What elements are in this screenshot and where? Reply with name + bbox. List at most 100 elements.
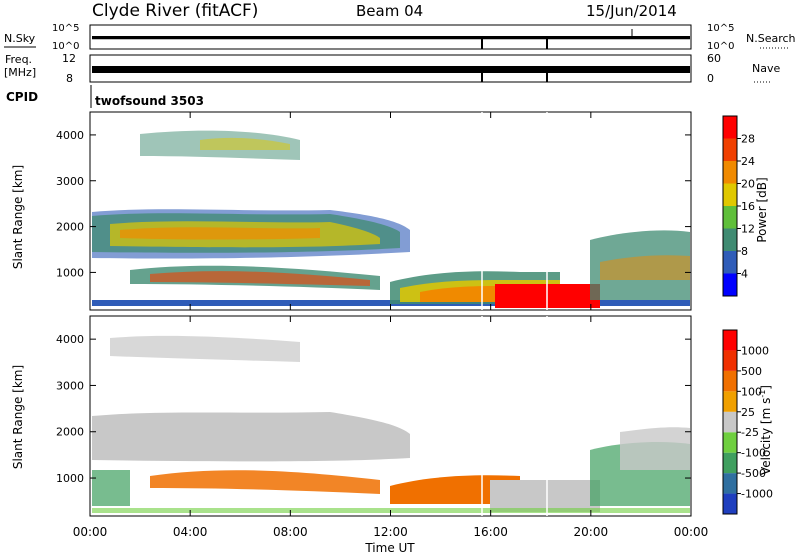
velocity-colorbar-swatch (723, 411, 737, 433)
freq-tick-top: 12 (62, 52, 76, 65)
power-colorbar-swatch (723, 138, 737, 161)
velocity-echo-upper-gray (110, 335, 300, 362)
freq-label-line1: Freq. (5, 53, 32, 66)
x-tick-label: 00:00 (73, 525, 108, 539)
velocity-echo-1000km-orange (150, 470, 380, 494)
power-echo-late-orange (600, 255, 690, 280)
velocity-y-tick-label: 2000 (56, 426, 84, 439)
velocity-colorbar-tick-label: -25 (741, 426, 759, 439)
x-tick-label: 16:00 (473, 525, 508, 539)
nave-tick-bottom: 0 (707, 72, 714, 85)
velocity-colorbar-swatch (723, 350, 737, 371)
velocity-colorbar-swatch (723, 493, 737, 514)
power-colorbar-tick-label: 28 (741, 133, 755, 146)
power-colorbar-swatch (723, 273, 737, 296)
velocity-y-label: Slant Range [km] (11, 365, 25, 469)
power-y-tick-label: 1000 (56, 266, 84, 279)
velocity-colorbar-swatch (723, 452, 737, 474)
power-colorbar-tick-label: 16 (741, 200, 755, 213)
power-x-ticks (89, 112, 692, 310)
power-y-label: Slant Range [km] (11, 165, 25, 269)
velocity-echo-evening-gray (490, 480, 600, 512)
nsearch-label: N.Search (746, 32, 796, 45)
power-colorbar-label: Power [dB] (755, 177, 769, 242)
power-y-tick-label: 4000 (56, 129, 84, 142)
velocity-echo-early-green (92, 470, 130, 506)
x-tick-label: 00:00 (674, 525, 709, 539)
station-title: Clyde River (fitACF) (92, 1, 258, 21)
velocity-y-ticks: 1000 2000 3000 4000 (56, 333, 691, 485)
freq-panel-frame (89, 54, 692, 83)
power-colorbar-tick-label: 8 (741, 245, 748, 258)
cpid-label: CPID (6, 90, 38, 104)
power-colorbar-swatch (723, 161, 737, 184)
x-tick-label: 08:00 (273, 525, 308, 539)
power-colorbar-tick-label: 20 (741, 178, 755, 191)
velocity-colorbar-swatch (723, 473, 737, 494)
velocity-echo-late-gray (620, 427, 690, 470)
velocity-colorbar-label-unit: [m s (759, 398, 773, 424)
velocity-colorbar-tick-label: -1000 (741, 488, 773, 501)
velocity-colorbar-label-exp: -1 (758, 390, 767, 398)
power-y-tick-label: 2000 (56, 221, 84, 234)
velocity-colorbar-tick-label: -100 (741, 447, 766, 460)
power-band-2000km-orange (120, 227, 320, 240)
velocity-colorbar-swatch (723, 330, 737, 351)
nsky-tick-top: 10^5 (52, 23, 79, 34)
freq-trace-band (92, 66, 690, 73)
velocity-colorbar-tick-label: 100 (741, 385, 762, 398)
x-tick-label: 20:00 (574, 525, 609, 539)
power-colorbar-swatch (723, 228, 737, 251)
velocity-y-tick-label: 1000 (56, 472, 84, 485)
power-colorbar-tick-label: 24 (741, 155, 755, 168)
velocity-colorbar-tick-label: -500 (741, 467, 766, 480)
velocity-colorbar-swatch (723, 391, 737, 412)
nsky-tick-bottom: 10^0 (52, 41, 79, 52)
power-colorbar-swatch (723, 116, 737, 139)
velocity-colorbar-swatch (723, 432, 737, 453)
x-axis-label: Time UT (364, 541, 415, 554)
power-y-tick-label: 3000 (56, 175, 84, 188)
nsky-label: N.Sky (4, 32, 36, 45)
nsearch-tick-top: 10^5 (707, 23, 734, 34)
power-colorbar-tick-label: 4 (741, 268, 748, 281)
velocity-colorbar-tick-label: 25 (741, 406, 755, 419)
freq-tick-bottom: 8 (66, 72, 73, 85)
power-colorbar-swatch (723, 251, 737, 274)
nave-tick-top: 60 (707, 52, 721, 65)
velocity-colorbar-tick-label: 1000 (741, 344, 769, 357)
power-y-ticks: 1000 2000 3000 4000 (56, 129, 691, 279)
velocity-colorbar-frame (722, 329, 738, 515)
velocity-colorbar-label-close: ] (759, 385, 773, 390)
power-heatmap (92, 112, 690, 310)
date-title: 15/Jun/2014 (586, 2, 677, 20)
velocity-colorbar-tick-label: 500 (741, 365, 762, 378)
power-colorbar-swatch (723, 183, 737, 206)
velocity-colorbar-swatch (723, 370, 737, 392)
x-tick-label: 12:00 (373, 525, 408, 539)
nsky-trace (92, 29, 690, 49)
velocity-heatmap (92, 316, 690, 516)
power-echo-upper-yellow (200, 137, 290, 150)
power-echo-1000km-core (150, 271, 370, 286)
power-colorbar-swatch (723, 206, 737, 229)
nave-label: Nave (752, 62, 780, 75)
cpid-value: twofsound 3503 (95, 94, 204, 108)
velocity-colorbar-label-main: Velocity (759, 428, 773, 475)
velocity-band-2000km-gray (92, 412, 410, 462)
freq-trace (92, 66, 690, 82)
power-colorbar: 4 8 12 16 20 24 28 (722, 115, 755, 297)
x-tick-label: 04:00 (173, 525, 208, 539)
velocity-y-tick-label: 4000 (56, 333, 84, 346)
velocity-x-ticks (89, 316, 692, 516)
velocity-y-tick-label: 3000 (56, 379, 84, 392)
x-tick-labels: 00:00 04:00 08:00 12:00 16:00 20:00 00:00 (73, 525, 709, 539)
nsky-panel-frame (89, 24, 692, 50)
power-colorbar-tick-label: 12 (741, 223, 755, 236)
velocity-colorbar: 1000 500 100 25 -25 -100 -500 -1000 (722, 329, 773, 515)
velocity-echo-evening-orange (390, 475, 520, 504)
beam-title: Beam 04 (356, 2, 423, 20)
freq-label-line2: [MHz] (4, 66, 36, 79)
velocity-colorbar-label: Velocity [m s-1] (758, 385, 773, 475)
